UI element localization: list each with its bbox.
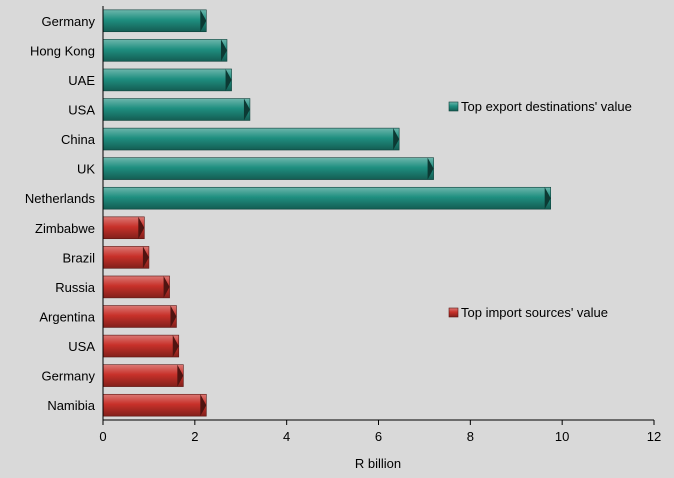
bar-body: [102, 186, 551, 210]
bar-body: [102, 246, 150, 269]
bar-end-cap: [163, 275, 170, 298]
bar-end-cap: [177, 364, 184, 387]
category-label: Russia: [55, 280, 96, 295]
bar: [102, 98, 251, 121]
bar: [102, 305, 177, 328]
x-axis-title: R billion: [355, 456, 401, 471]
bar-end-cap: [544, 187, 551, 210]
category-label: Hong Kong: [30, 43, 95, 58]
bars-group: [102, 9, 551, 417]
bar-end-cap: [393, 128, 400, 151]
bar-body: [102, 393, 207, 417]
bar-end-cap: [172, 335, 179, 358]
legend-entry: Top import sources' value: [448, 305, 608, 320]
bar-body: [102, 68, 232, 92]
category-label: UK: [77, 162, 95, 177]
category-label: Germany: [42, 14, 96, 29]
x-tick-label: 12: [647, 429, 661, 444]
bar-body: [102, 334, 180, 358]
bar: [102, 393, 207, 417]
x-tick-label: 8: [467, 429, 474, 444]
x-tick-label: 0: [99, 429, 106, 444]
category-label: Namibia: [47, 398, 95, 413]
bar: [102, 9, 207, 33]
bar: [102, 39, 228, 62]
bar: [102, 216, 145, 240]
bar-body: [102, 9, 207, 33]
bar: [102, 127, 400, 151]
x-tick-label: 4: [283, 429, 290, 444]
legend-swatch: [448, 101, 459, 112]
category-label: China: [61, 132, 96, 147]
bar-body: [102, 364, 184, 387]
bar: [102, 157, 434, 180]
legend: Top export destinations' value Top import…: [448, 99, 632, 320]
bar: [102, 364, 184, 387]
category-label: Germany: [42, 369, 96, 384]
category-label: Zimbabwe: [35, 221, 95, 236]
bar-end-cap: [142, 246, 149, 269]
legend-entry: Top export destinations' value: [448, 99, 632, 114]
category-label: USA: [68, 103, 95, 118]
bar-end-cap: [225, 68, 232, 91]
category-label: Brazil: [62, 250, 95, 265]
bar-end-cap: [138, 216, 145, 239]
bar: [102, 334, 180, 358]
category-label: UAE: [68, 73, 95, 88]
bar-body: [102, 216, 145, 240]
bar: [102, 246, 150, 269]
category-label: USA: [68, 339, 95, 354]
bar-body: [102, 275, 170, 299]
bar-body: [102, 305, 177, 328]
bar-end-cap: [427, 157, 434, 180]
legend-label: Top import sources' value: [461, 305, 608, 320]
bar: [102, 275, 170, 299]
x-tick-label: 2: [191, 429, 198, 444]
x-tick-label: 10: [555, 429, 569, 444]
bar-body: [102, 39, 228, 62]
bar-body: [102, 157, 434, 180]
bar-body: [102, 98, 251, 121]
category-label: Argentina: [39, 310, 95, 325]
bar-end-cap: [200, 9, 207, 32]
bar-end-cap: [200, 394, 207, 417]
category-label: Netherlands: [25, 191, 96, 206]
legend-label: Top export destinations' value: [461, 99, 632, 114]
legend-swatch: [448, 307, 459, 318]
x-tick-label: 6: [375, 429, 382, 444]
bar-body: [102, 127, 400, 151]
bar: [102, 68, 232, 92]
bar-end-cap: [243, 98, 250, 121]
category-labels-group: Germany Hong Kong UAE USA China UK Netherlands…: [25, 14, 96, 413]
bar-end-cap: [170, 305, 177, 328]
x-ticks-group: 0 2 4 6 8 10 12: [99, 420, 661, 444]
bar-end-cap: [220, 39, 227, 62]
bar: [102, 186, 551, 210]
